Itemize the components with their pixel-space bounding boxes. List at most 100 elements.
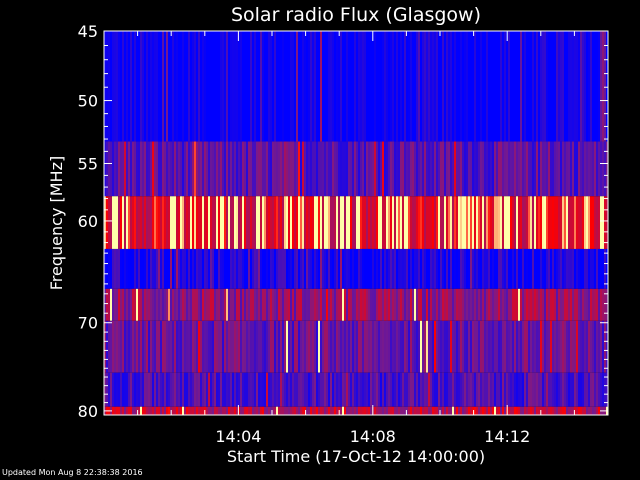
spectrogram-cell-band-4 [286,288,288,321]
spectrogram-cell-band-3 [248,248,250,289]
spectrogram-cell-band-6 [510,372,512,407]
spectrogram-cell-band-2 [306,196,308,249]
spectrogram-cell-band-7 [414,406,416,415]
spectrogram-cell-band-2 [258,196,260,249]
spectrogram-cell-band-1 [390,141,392,197]
spectrogram-cell-band-4 [270,288,272,321]
spectrogram-cell-band-6 [524,372,526,407]
spectrogram-cell-band-1 [198,141,200,197]
spectrogram-cell-band-7 [298,406,300,415]
spectrogram-cell-band-2 [224,196,226,249]
spectrogram-cell-band-7 [314,406,316,415]
spectrogram-cell-band-6 [456,372,458,407]
spectrogram-cell-band-1 [436,141,438,197]
spectrogram-cell-band-4 [578,288,580,321]
spectrogram-cell-band-0 [366,31,368,142]
spectrogram-cell-band-4 [424,288,426,321]
spectrogram-cell-band-3 [492,248,494,289]
spectrogram-cell-band-4 [278,288,280,321]
spectrogram-cell-band-6 [482,372,484,407]
spectrogram-cell-band-3 [402,248,404,289]
spectrogram-cell-band-4 [598,288,600,321]
spectrogram-cell-band-5 [398,320,400,373]
spectrogram-cell-band-4 [180,288,182,321]
spectrogram-cell-band-7 [128,406,130,415]
spectrogram-cell-band-0 [570,31,572,142]
spectrogram-cell-band-5 [606,320,608,373]
spectrogram-cell-band-0 [380,31,382,142]
spectrogram-cell-band-5 [454,320,456,373]
spectrogram-cell-band-0 [182,31,184,142]
spectrogram-cell-band-1 [224,141,226,197]
spectrogram-cell-band-3 [318,248,320,289]
spectrogram-cell-band-7 [532,406,534,415]
spectrogram-cell-band-3 [158,248,160,289]
spectrogram-cell-band-3 [426,248,428,289]
spectrogram-cell-band-3 [504,248,506,289]
spectrogram-cell-band-3 [178,248,180,289]
spectrogram-cell-band-3 [380,248,382,289]
spectrogram-cell-band-3 [328,248,330,289]
spectrogram-cell-band-0 [418,31,420,142]
spectrogram-cell-band-0 [388,31,390,142]
spectrogram-cell-band-7 [498,406,500,415]
spectrogram-cell-band-5 [320,320,322,373]
spectrogram-cell-band-4 [138,288,140,321]
spectrogram-cell-band-0 [166,31,168,142]
spectrogram-cell-band-2 [172,196,174,249]
spectrogram-cell-band-2 [358,196,360,249]
spectrogram-cell-band-5 [114,320,116,373]
spectrogram-cell-band-6 [276,372,278,407]
spectrogram-cell-band-2 [270,196,272,249]
spectrogram-cell-band-0 [558,31,560,142]
spectrogram-cell-band-6 [186,372,188,407]
spectrogram-cell-band-3 [124,248,126,289]
spectrogram-cell-band-1 [548,141,550,197]
spectrogram-cell-band-5 [316,320,318,373]
spectrogram-cell-band-5 [480,320,482,373]
spectrogram-cell-band-3 [394,248,396,289]
spectrogram-cell-band-5 [206,320,208,373]
spectrogram-cell-band-3 [414,248,416,289]
spectrogram-cell-band-6 [202,372,204,407]
spectrogram-cell-band-2 [596,196,598,249]
spectrogram-cell-band-5 [128,320,130,373]
spectrogram-cell-band-7 [190,406,192,415]
spectrogram-cell-band-5 [390,320,392,373]
spectrogram-cell-band-4 [486,288,488,321]
spectrogram-cell-band-5 [428,320,430,373]
spectrogram-cell-band-1 [534,141,536,197]
spectrogram-cell-band-5 [252,320,254,373]
spectrogram-cell-band-6 [148,372,150,407]
spectrogram-cell-band-2 [208,196,210,249]
spectrogram-cell-band-6 [498,372,500,407]
spectrogram-cell-band-3 [538,248,540,289]
spectrogram-cell-band-7 [484,406,486,415]
spectrogram-cell-band-5 [532,320,534,373]
spectrogram-cell-band-1 [416,141,418,197]
spectrogram-cell-band-1 [472,141,474,197]
spectrogram-cell-band-3 [552,248,554,289]
spectrogram-cell-band-1 [508,141,510,197]
spectrogram-cell-band-5 [262,320,264,373]
spectrogram-cell-band-2 [160,196,162,249]
spectrogram-cell-band-2 [284,196,286,249]
spectrogram-cell-band-7 [382,406,384,415]
spectrogram-cell-band-1 [492,141,494,197]
spectrogram-cell-band-0 [290,31,292,142]
spectrogram-cell-band-5 [448,320,450,373]
spectrogram-cell-band-2 [538,196,540,249]
spectrogram-cell-band-0 [430,31,432,142]
spectrogram-cell-band-0 [218,31,220,142]
spectrogram-cell-band-7 [454,406,456,415]
spectrogram-cell-band-2 [302,196,304,249]
spectrogram-cell-band-6 [396,372,398,407]
spectrogram-cell-band-0 [296,31,298,142]
spectrogram-cell-band-5 [130,320,132,373]
spectrogram-cell-band-1 [414,141,416,197]
spectrogram-cell-band-1 [332,141,334,197]
spectrogram-cell-band-0 [194,31,196,142]
spectrogram-cell-band-2 [512,196,514,249]
spectrogram-cell-band-4 [552,288,554,321]
spectrogram-cell-band-0 [488,31,490,142]
